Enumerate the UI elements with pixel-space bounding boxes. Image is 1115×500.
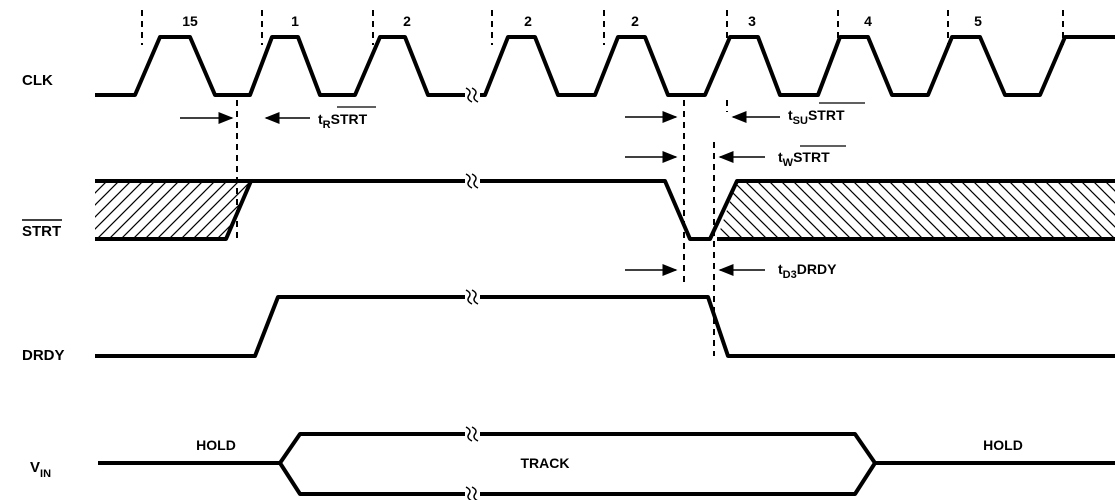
- vin-bottom-break-icon: [465, 486, 478, 500]
- clk-label: CLK: [22, 72, 53, 89]
- vin-track: TRACK: [521, 455, 570, 471]
- clk-waveform: [95, 35, 1115, 97]
- td3-drdy-marker: tD3DRDY: [625, 261, 837, 281]
- vin-hold-right: HOLD: [983, 437, 1023, 453]
- tr-strt-label: tRSTRT: [318, 111, 368, 131]
- tw-strt-marker: tWSTRT: [625, 145, 846, 169]
- strt-dontcare-left: [95, 181, 251, 239]
- tr-strt-marker: tRSTRT: [180, 106, 376, 131]
- strt-label: STRT: [22, 223, 61, 240]
- clk-break-icon: [465, 87, 479, 103]
- clock-numbers: 15 1 2 2 2 3 4 5: [182, 13, 982, 29]
- clock-number: 2: [403, 13, 411, 29]
- tsu-strt-label: tSUSTRT: [788, 107, 845, 127]
- drdy-waveform: [95, 295, 1115, 358]
- drdy-label: DRDY: [22, 347, 65, 364]
- strt-dontcare-right: [717, 181, 1115, 239]
- clock-number: 3: [748, 13, 756, 29]
- clock-number: 4: [864, 13, 872, 29]
- vin-label: VIN: [30, 459, 51, 480]
- vin-top-break-icon: [465, 426, 479, 442]
- clock-number: 2: [524, 13, 532, 29]
- clock-number: 2: [631, 13, 639, 29]
- clock-number: 15: [182, 13, 198, 29]
- strt-waveform: [95, 179, 1115, 241]
- clock-period-markers: [141, 10, 1064, 45]
- tsu-strt-marker: tSUSTRT: [625, 102, 865, 127]
- clock-number: 1: [291, 13, 299, 29]
- reference-lines: [236, 100, 728, 356]
- td3-drdy-label: tD3DRDY: [778, 261, 837, 281]
- clock-number: 5: [974, 13, 982, 29]
- vin-hold-left: HOLD: [196, 437, 236, 453]
- drdy-break-icon: [465, 289, 479, 305]
- tw-strt-label: tWSTRT: [778, 149, 830, 169]
- strt-break-icon: [465, 173, 479, 189]
- vin-waveform: [98, 432, 1115, 496]
